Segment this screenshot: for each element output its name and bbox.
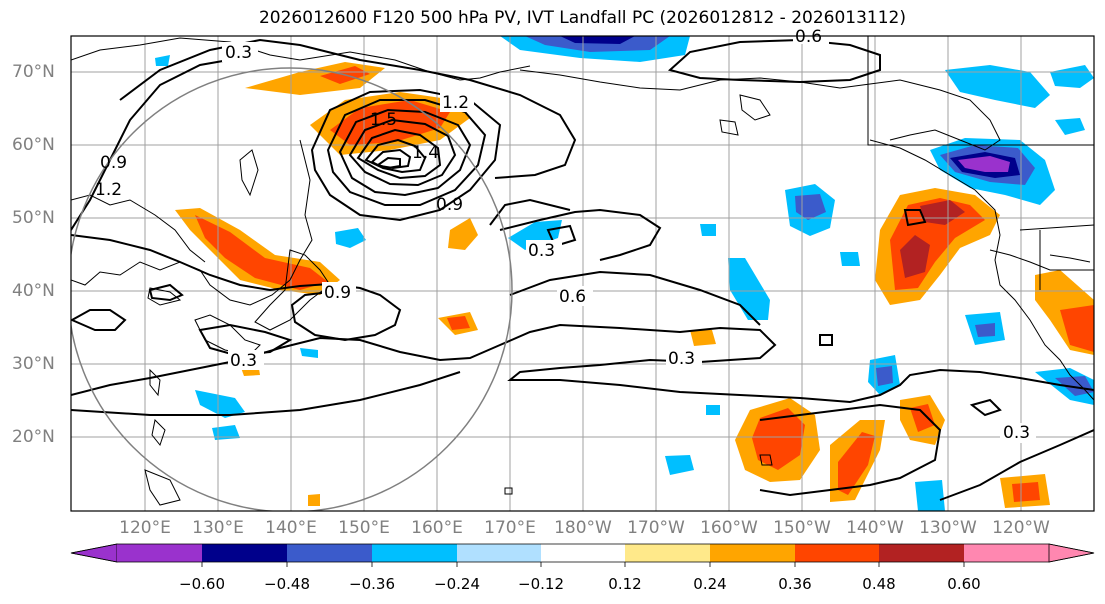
contour-label: 0.3	[230, 351, 257, 371]
lon-label: 170°W	[627, 518, 685, 538]
lon-label: 170°E	[484, 518, 536, 538]
colorbar-bin	[117, 544, 202, 562]
map-frame	[70, 35, 1095, 512]
colorbar-bin	[710, 544, 795, 562]
graticule	[71, 36, 1094, 511]
lat-label: 50°N	[12, 208, 55, 228]
contour-label: 0.3	[668, 349, 695, 369]
lat-label: 30°N	[12, 354, 55, 374]
lon-label: 160°W	[700, 518, 758, 538]
colorbar-extend-low	[70, 543, 118, 563]
colorbar-bin	[964, 544, 1049, 562]
lat-label: 70°N	[12, 62, 55, 82]
contour-label: 1.2	[442, 93, 469, 113]
lon-label: 150°W	[773, 518, 831, 538]
contour-label: 1.4	[412, 143, 439, 163]
colorbar-tick-label: −0.48	[264, 575, 310, 593]
lat-label: 40°N	[12, 281, 55, 301]
contour-label: 1.2	[95, 180, 122, 200]
lon-label: 130°E	[192, 518, 244, 538]
lat-label: 20°N	[12, 427, 55, 447]
contour-label: 0.6	[559, 287, 586, 307]
contour-label: 0.9	[324, 283, 351, 303]
contour-label: 0.9	[436, 195, 463, 215]
contour-label: 0.9	[100, 153, 127, 173]
lon-label: 140°E	[265, 518, 317, 538]
lon-label: 150°E	[338, 518, 390, 538]
range-circle	[71, 67, 513, 511]
colorbar-bin	[457, 544, 541, 562]
colorbar-tick-label: 0.12	[608, 575, 642, 593]
colorbar-tick-label: 0.48	[862, 575, 896, 593]
lat-label: 60°N	[12, 135, 55, 155]
lon-label: 160°E	[411, 518, 463, 538]
colorbar-tick-label: 0.36	[778, 575, 812, 593]
lon-label: 120°E	[119, 518, 171, 538]
colorbar-bin	[372, 544, 457, 562]
colorbar-extend-high	[1048, 543, 1095, 563]
colorbar-bin	[541, 544, 625, 562]
colorbar-tick-label: −0.24	[434, 575, 480, 593]
contour-label: 0.6	[795, 27, 822, 47]
contour-label: 1.5	[370, 110, 397, 130]
colorbar-bin	[625, 544, 710, 562]
coastlines	[71, 36, 1094, 506]
lon-label: 140°W	[846, 518, 904, 538]
colorbar-bin	[879, 544, 964, 562]
colorbar	[70, 543, 1095, 567]
lon-label: 180°W	[554, 518, 612, 538]
contour-label: 0.3	[1003, 423, 1030, 443]
map-title: 2026012600 F120 500 hPa PV, IVT Landfall…	[258, 8, 906, 28]
colorbar-bin	[287, 544, 372, 562]
lon-label: 130°W	[919, 518, 977, 538]
colorbar-bin	[202, 544, 287, 562]
pv-contours	[71, 38, 1094, 501]
contour-label: 0.3	[528, 241, 555, 261]
colorbar-bin	[795, 544, 879, 562]
lon-label: 120°W	[992, 518, 1050, 538]
colorbar-tick-label: −0.60	[179, 575, 225, 593]
colorbar-tick-label: −0.12	[518, 575, 564, 593]
colorbar-tick-label: −0.36	[349, 575, 395, 593]
colorbar-tick-label: 0.60	[947, 575, 981, 593]
contour-label-group: 0.3 0.6 1.2 1.5 0.9 0.9 1.2 0.3 0.9 0.3 …	[95, 27, 1036, 443]
colorbar-tick-label: 0.24	[693, 575, 727, 593]
contour-label: 0.3	[225, 43, 252, 63]
